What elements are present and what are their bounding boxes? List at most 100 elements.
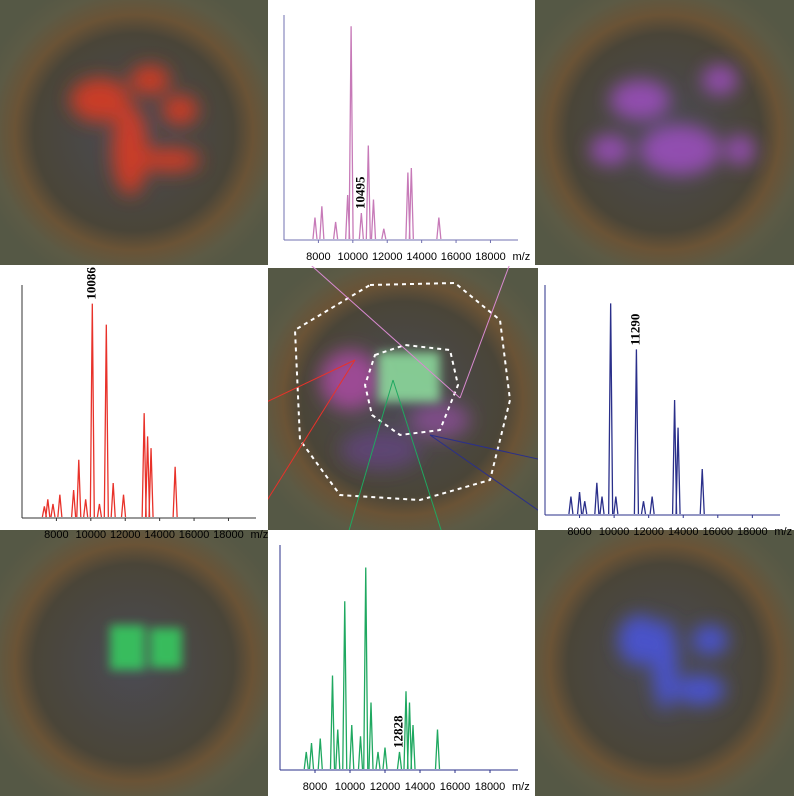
peak [375,751,381,770]
image-bottom-right [535,530,794,796]
peak [335,729,341,770]
panel-background [270,530,535,796]
x-axis-label: m/z [250,529,268,541]
peak [329,675,336,770]
peak [365,145,371,240]
x-tick-label: 14000 [668,526,699,538]
peak [382,747,388,770]
peak [83,499,89,518]
x-tick-label: 10000 [599,526,630,538]
panel-background [538,266,794,530]
peak [408,167,414,240]
x-tick-label: 12000 [370,781,401,793]
peak [70,489,77,518]
peak [582,501,588,515]
peak-label: 10495 [352,176,367,209]
x-tick-label: 16000 [179,529,210,541]
peak [342,601,348,770]
peak [148,448,154,518]
peak [332,221,339,240]
x-tick-label: 12000 [372,251,403,263]
peak [358,212,364,240]
x-axis-label: m/z [512,781,530,793]
x-axis-label: m/z [774,526,792,538]
image-center [268,268,538,530]
peak [410,724,416,770]
x-tick-label: 18000 [475,251,506,263]
peak [405,172,411,240]
peak [613,496,619,515]
x-tick-label: 18000 [213,529,244,541]
peak [57,494,63,518]
peak [649,496,655,515]
peak [396,751,403,770]
x-tick-label: 8000 [44,529,68,541]
peak [96,503,103,518]
peak [436,217,442,240]
peak [381,228,387,240]
peak [348,26,354,240]
peak [671,399,678,515]
x-tick-label: 16000 [702,526,733,538]
image-top-left [0,0,268,265]
x-tick-label: 8000 [303,781,327,793]
image-bottom-left [0,530,268,796]
peak-label: 12828 [390,715,405,748]
spectrum-panel: 8000 10000 12000 14000 16000 18000 m/z 12828 [270,530,535,796]
peak [363,567,369,770]
peak [406,702,413,770]
peak [303,751,309,770]
x-tick-label: 12000 [633,526,664,538]
panel-background [270,0,535,266]
x-tick-label: 10000 [335,781,366,793]
peak [349,724,355,770]
peak [312,217,318,240]
peak [675,427,681,515]
peak [76,459,82,518]
peak [317,738,323,770]
peak [120,494,127,518]
peak [141,413,147,518]
peak [599,496,605,515]
x-tick-label: 10000 [76,529,107,541]
peak [89,303,95,518]
peak [308,742,315,770]
peak [110,483,116,518]
peak [576,491,583,515]
peak [370,199,377,240]
peak [50,503,56,518]
peak [608,303,614,515]
peak [403,691,409,770]
peak [144,436,151,518]
spectrum-panel: 8000 10000 12000 14000 16000 18000 m/z 10495 [270,0,535,266]
x-tick-label: 18000 [737,526,768,538]
x-tick-label: 8000 [567,526,591,538]
peak [103,324,109,518]
peak [633,349,640,515]
x-tick-label: 14000 [405,781,436,793]
peak [434,729,441,770]
x-tick-label: 18000 [475,781,506,793]
peak [640,501,647,515]
x-tick-label: 10000 [338,251,369,263]
peak [319,206,325,240]
x-tick-label: 16000 [441,251,472,263]
peak-label: 10086 [83,267,98,300]
x-tick-label: 16000 [440,781,471,793]
x-tick-label: 12000 [110,529,141,541]
x-axis-label: m/z [512,251,530,263]
peak [368,702,374,770]
image-top-right [535,0,794,265]
x-tick-label: 14000 [144,529,175,541]
x-tick-label: 14000 [406,251,437,263]
peak [172,466,178,518]
peak [45,499,51,518]
peak-label: 11290 [627,314,642,346]
spectrum-panel: 8000 10000 12000 14000 16000 18000 m/z 11290 [538,266,794,538]
panel-background [0,266,268,530]
spectrum-panel: 8000 10000 12000 14000 16000 18000 m/z 10086 [0,266,268,541]
peak [357,736,364,770]
